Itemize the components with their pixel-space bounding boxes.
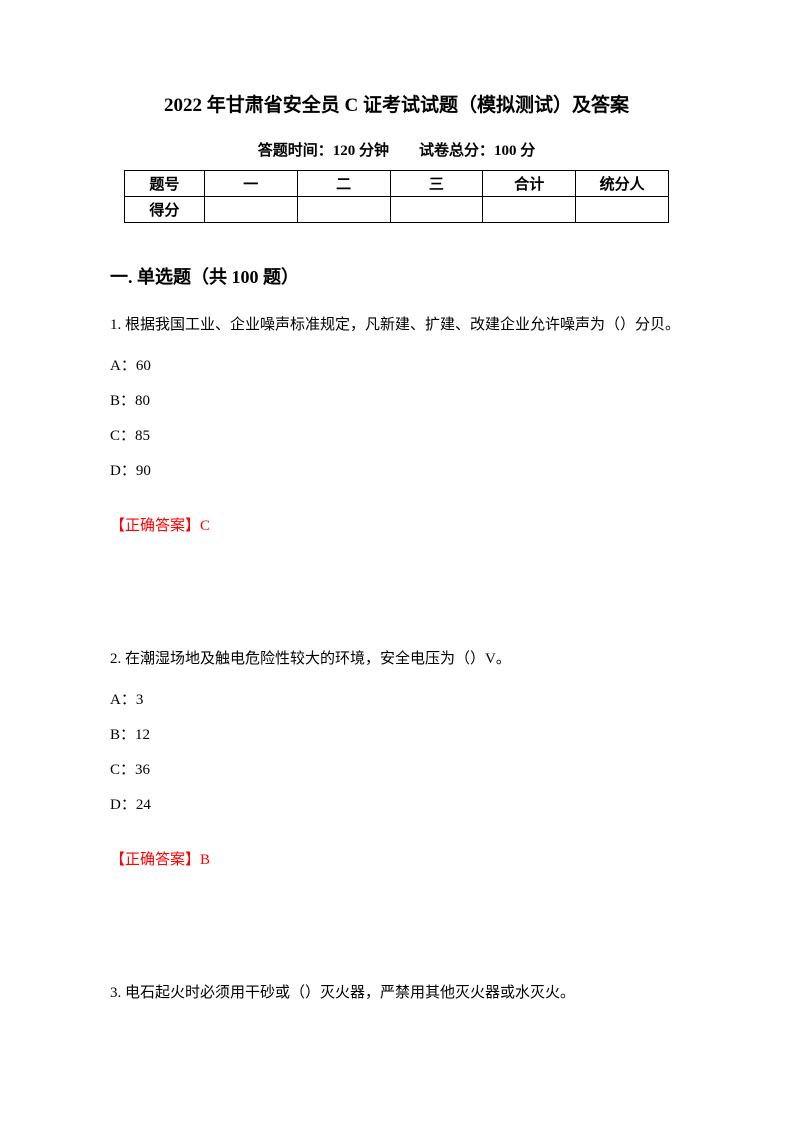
correct-answer: 【正确答案】B — [110, 844, 683, 877]
section-title: 一. 单选题（共 100 题） — [110, 263, 683, 289]
table-cell: 合计 — [483, 171, 576, 197]
table-row: 题号 一 二 三 合计 统分人 — [125, 171, 669, 197]
table-cell: 二 — [297, 171, 390, 197]
table-cell — [390, 197, 483, 223]
table-cell: 一 — [204, 171, 297, 197]
option-a: A：3 — [110, 684, 683, 717]
option-b: B：12 — [110, 719, 683, 752]
table-cell: 得分 — [125, 197, 205, 223]
option-c: C：85 — [110, 420, 683, 453]
table-cell — [204, 197, 297, 223]
score-table: 题号 一 二 三 合计 统分人 得分 — [124, 170, 669, 223]
option-b: B：80 — [110, 385, 683, 418]
option-d: D：90 — [110, 455, 683, 488]
option-c: C：36 — [110, 754, 683, 787]
page-title: 2022 年甘肃省安全员 C 证考试试题（模拟测试）及答案 — [110, 90, 683, 117]
table-cell: 三 — [390, 171, 483, 197]
option-a: A：60 — [110, 350, 683, 383]
table-cell — [297, 197, 390, 223]
question-text: 2. 在潮湿场地及触电危险性较大的环境，安全电压为（）V。 — [110, 643, 683, 676]
correct-answer: 【正确答案】C — [110, 510, 683, 543]
table-cell — [576, 197, 669, 223]
table-cell: 统分人 — [576, 171, 669, 197]
table-cell: 题号 — [125, 171, 205, 197]
table-row: 得分 — [125, 197, 669, 223]
question-text: 3. 电石起火时必须用干砂或（）灭火器，严禁用其他灭火器或水灭火。 — [110, 977, 683, 1010]
exam-info: 答题时间：120 分钟 试卷总分：100 分 — [110, 139, 683, 160]
question-text: 1. 根据我国工业、企业噪声标准规定，凡新建、扩建、改建企业允许噪声为（）分贝。 — [110, 309, 683, 342]
option-d: D：24 — [110, 789, 683, 822]
table-cell — [483, 197, 576, 223]
